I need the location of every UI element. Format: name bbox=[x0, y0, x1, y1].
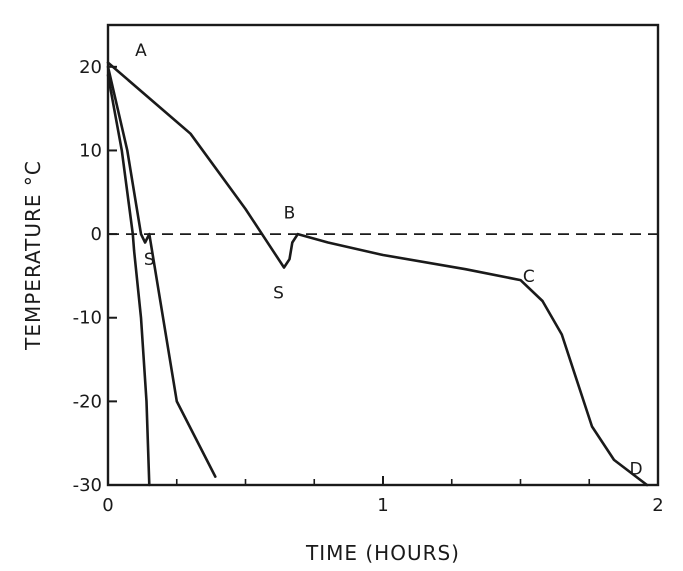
series-lines bbox=[106, 61, 649, 487]
series-line-3 bbox=[106, 61, 649, 487]
annotation-label: S bbox=[273, 284, 284, 304]
annotation-label: D bbox=[629, 459, 642, 479]
annotation-label: C bbox=[523, 267, 535, 287]
x-tick-label: 1 bbox=[377, 495, 388, 516]
y-tick-label: 0 bbox=[91, 224, 102, 245]
annotation-label: B bbox=[284, 203, 296, 223]
y-tick-label: -10 bbox=[73, 308, 102, 329]
series-line-1 bbox=[106, 73, 151, 487]
y-tick-label: -30 bbox=[73, 475, 102, 496]
y-tick-label: 10 bbox=[79, 140, 102, 161]
y-tick-label: 20 bbox=[79, 57, 102, 78]
series-line-2 bbox=[106, 65, 217, 478]
y-axis-title: TEMPERATURE °C bbox=[21, 160, 45, 351]
annotation-label: A bbox=[135, 41, 147, 61]
y-tick-label: -20 bbox=[73, 391, 102, 412]
annotation-label: S bbox=[144, 250, 155, 270]
x-tick-label: 0 bbox=[102, 495, 113, 516]
x-tick-label: 2 bbox=[652, 495, 663, 516]
point-annotations: A S S B C D bbox=[135, 41, 642, 479]
x-axis-title: TIME (HOURS) bbox=[305, 541, 460, 565]
